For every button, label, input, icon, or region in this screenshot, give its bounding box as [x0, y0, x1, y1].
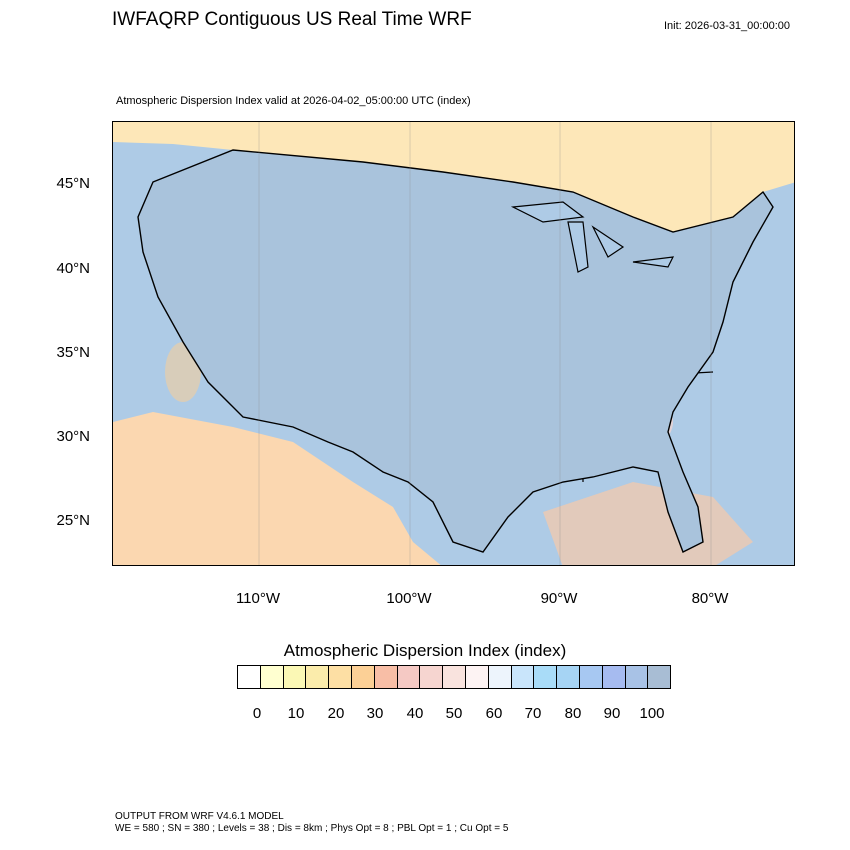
colorbar-title: Atmospheric Dispersion Index (index)	[283, 641, 567, 660]
colorbar-swatch	[443, 666, 466, 688]
plot-subtitle: Atmospheric Dispersion Index valid at 20…	[116, 95, 471, 107]
lat-label-30: 30°N	[56, 428, 90, 445]
lon-label-100w: 100°W	[386, 590, 432, 607]
lat-label-40: 40°N	[56, 260, 90, 277]
colorbar-label: 70	[524, 705, 542, 722]
colorbar-swatch	[329, 666, 352, 688]
lat-label-35: 35°N	[56, 344, 90, 361]
great-lakes	[510, 201, 675, 273]
colorbar-swatch	[625, 666, 649, 688]
colorbar-swatch	[579, 666, 603, 688]
colorbar-label: 50	[445, 705, 463, 722]
colorbar-label: 40	[406, 705, 424, 722]
colorbar-swatch	[397, 666, 421, 688]
colorbar-swatch	[238, 666, 261, 688]
colorbar-label: 0	[252, 705, 262, 722]
gulf-shading	[543, 482, 753, 565]
colorbar-swatch	[534, 666, 558, 688]
colorbar-label: 90	[603, 705, 621, 722]
colorbar-swatch	[351, 666, 375, 688]
colorbar-label: 80	[564, 705, 582, 722]
colorbar-swatch	[465, 666, 489, 688]
lat-label-25: 25°N	[56, 512, 90, 529]
plot-title: IWFAQRP Contiguous US Real Time WRF	[112, 9, 472, 30]
colorbar-swatch	[511, 666, 535, 688]
colorbar	[237, 665, 671, 689]
map-canvas	[113, 122, 794, 565]
colorbar-swatch	[602, 666, 626, 688]
footer-config-line: WE = 580 ; SN = 380 ; Levels = 38 ; Dis …	[115, 823, 509, 834]
colorbar-label: 20	[327, 705, 345, 722]
graticule	[258, 122, 712, 565]
lon-label-80w: 80°W	[691, 590, 729, 607]
colorbar-swatch	[260, 666, 284, 688]
colorbar-swatch	[420, 666, 444, 688]
footer-model-line: OUTPUT FROM WRF V4.6.1 MODEL	[115, 811, 284, 822]
mexico-area	[113, 412, 441, 565]
colorbar-swatch	[306, 666, 330, 688]
init-time: Init: 2026-03-31_00:00:00	[664, 20, 790, 32]
colorbar-label: 100	[639, 705, 665, 722]
colorbar-label: 60	[485, 705, 503, 722]
colorbar-label: 30	[366, 705, 384, 722]
lon-label-90w: 90°W	[540, 590, 578, 607]
colorbar-swatch	[648, 666, 671, 688]
dispersion-map	[112, 121, 795, 566]
canada-area	[113, 122, 794, 232]
colorbar-swatch	[557, 666, 580, 688]
lat-label-45: 45°N	[56, 175, 90, 192]
colorbar-swatch	[488, 666, 512, 688]
colorbar-swatch	[283, 666, 307, 688]
colorbar-label: 10	[287, 705, 305, 722]
lon-label-110w: 110°W	[235, 590, 281, 607]
colorbar-swatch	[374, 666, 398, 688]
